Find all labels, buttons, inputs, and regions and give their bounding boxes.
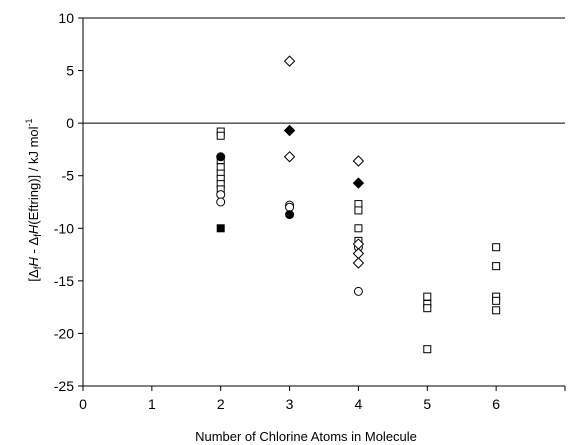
y-tick-label: 10	[58, 10, 74, 26]
y-axis-title-part: H	[26, 224, 41, 234]
data-point-circle-filled	[285, 210, 295, 220]
data-point-circle-open	[216, 190, 226, 200]
data-points	[216, 55, 501, 354]
x-tick-label: 3	[286, 396, 294, 412]
data-point-square-filled	[216, 224, 225, 233]
data-point-square-open	[423, 345, 432, 354]
y-axis-title-part: f	[33, 234, 44, 237]
data-point-square-open	[354, 224, 363, 233]
data-point-circle-open	[353, 286, 363, 296]
data-point-circle-open	[216, 197, 226, 207]
data-point-square-open	[423, 304, 432, 313]
data-point-diamond-filled	[352, 177, 365, 189]
x-tick-label: 1	[148, 396, 156, 412]
x-tick-label: 5	[423, 396, 431, 412]
x-axis-title: Number of Chlorine Atoms in Molecule	[195, 429, 417, 444]
data-point-square-open	[354, 206, 363, 215]
y-tick-label: 0	[66, 115, 74, 131]
data-point-square-open	[492, 296, 501, 305]
data-point-diamond-open	[283, 151, 296, 163]
data-point-diamond-open	[352, 257, 365, 269]
x-tick-label: 2	[217, 396, 225, 412]
data-point-diamond-open	[283, 55, 296, 67]
y-axis-title-part: f	[33, 266, 44, 269]
y-axis-title-part: H	[26, 257, 41, 267]
data-point-diamond-open	[352, 155, 365, 167]
data-point-square-open	[216, 131, 225, 140]
axis-ticks	[78, 17, 566, 391]
data-point-diamond-filled	[283, 124, 296, 137]
plot-area	[82, 17, 565, 387]
y-tick-label: 5	[66, 63, 74, 79]
y-axis-title: [ΔfH - ΔfH(Eftring)] / kJ mol-1	[24, 118, 44, 281]
data-point-square-open	[492, 243, 501, 252]
y-axis-title-part: - Δ	[26, 237, 41, 258]
y-axis-title-part: [Δ	[26, 269, 41, 282]
data-point-square-open	[423, 292, 432, 301]
data-point-circle-open	[285, 202, 295, 212]
tick-labels: 10 5 0 -5 -10 -15 -20 -25 0 1 2 3 4 5 6	[54, 10, 500, 412]
data-point-square-open	[492, 306, 501, 315]
y-tick-label: -5	[62, 168, 75, 184]
y-axis-title-part: -1	[24, 118, 34, 126]
data-point-circle-filled	[216, 152, 226, 162]
y-tick-label: -15	[54, 273, 74, 289]
x-tick-label: 6	[492, 396, 500, 412]
x-tick-label: 4	[355, 396, 363, 412]
y-tick-label: -20	[54, 325, 74, 341]
y-tick-label: -10	[54, 220, 74, 236]
y-axis-title-part: (Eftring)] / kJ mol	[26, 126, 41, 224]
x-tick-label: 0	[79, 396, 87, 412]
data-point-square-open	[492, 262, 501, 271]
y-tick-label: -25	[54, 378, 74, 394]
